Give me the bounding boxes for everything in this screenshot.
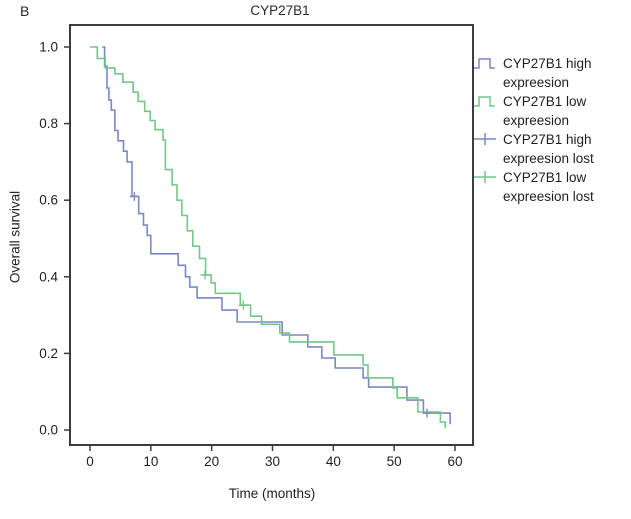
- plot-border: [69, 24, 474, 446]
- x-tick-label: 20: [204, 454, 219, 469]
- legend-label-line1: CYP27B1 low: [503, 170, 587, 185]
- x-tick-label: 10: [143, 454, 158, 469]
- y-tick-label: 0.2: [39, 346, 58, 361]
- x-axis-label: Time (months): [228, 486, 316, 501]
- chart-title: CYP27B1: [250, 3, 310, 18]
- y-tick-label: 0.8: [39, 116, 58, 131]
- panel-label: B: [20, 3, 30, 19]
- survival-curve-high-expression: [102, 46, 451, 425]
- x-tick-label: 30: [265, 454, 280, 469]
- legend-step-icon-high: [474, 58, 495, 69]
- y-tick-label: 0.4: [39, 269, 58, 284]
- x-tick-label: 50: [387, 454, 402, 469]
- legend-label-line1: CYP27B1 high: [503, 132, 592, 147]
- censor-mark-high: [422, 408, 432, 418]
- legend-step-icon-low: [474, 96, 495, 107]
- legend-label-line2: expreesion lost: [503, 151, 594, 166]
- y-tick-label: 0.6: [39, 193, 58, 208]
- y-tick-label: 0.0: [39, 423, 58, 438]
- y-axis-label: Overall survival: [7, 190, 23, 284]
- censor-mark-low: [200, 270, 210, 280]
- legend-label-line2: expreesion: [503, 75, 569, 90]
- legend-label-line2: expreesion lost: [503, 189, 594, 204]
- survival-curve-low-expression: [90, 46, 447, 429]
- legend-cross-icon-high: [474, 133, 496, 145]
- x-tick-label: 0: [86, 454, 94, 469]
- censor-mark-low: [238, 300, 248, 310]
- legend-label-line2: expreesion: [503, 113, 569, 128]
- y-tick-label: 1.0: [39, 40, 58, 55]
- legend-label-line1: CYP27B1 high: [503, 56, 592, 71]
- x-tick-label: 40: [326, 454, 341, 469]
- x-tick-label: 60: [447, 454, 462, 469]
- censor-mark-high: [129, 191, 139, 201]
- legend-cross-icon-low: [474, 171, 496, 183]
- legend-label-line1: CYP27B1 low: [503, 94, 587, 109]
